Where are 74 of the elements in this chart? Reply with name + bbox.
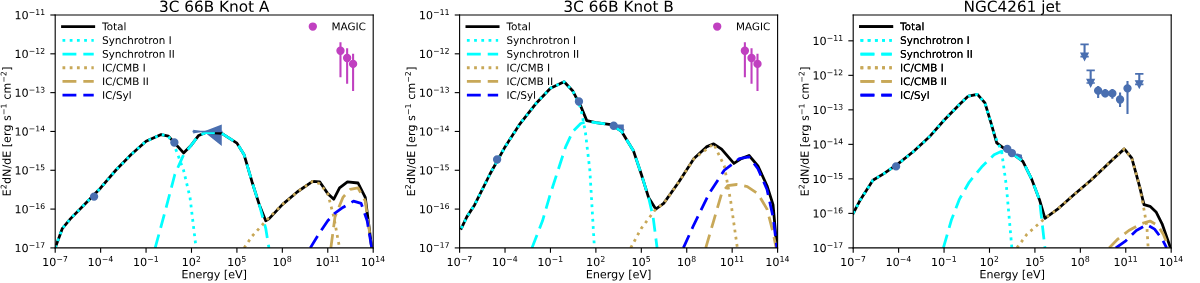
y-tick-label: 10$^{−15}$ (420, 164, 449, 175)
y-tick-label: 10$^{−16}$ (420, 203, 450, 214)
chart-title: NGC4261 jet (965, 0, 1061, 15)
x-axis-title: Energy [eV] (586, 269, 651, 281)
legend-label: Total (102, 22, 126, 31)
x-tick-label: 10$^{−1}$ (134, 256, 158, 267)
y-tick-label: 10$^{−12}$ (813, 69, 843, 80)
legend-label: Synchrotron I (507, 36, 576, 47)
y-tick-label: 10$^{−12}$ (15, 47, 45, 59)
x-tick-label: 10$^{−7}$ (841, 256, 866, 267)
x-tick-label: 10$^{−4}$ (886, 256, 911, 267)
x-axis-title: Energy [eV] (182, 269, 247, 281)
legend-label: Synchrotron II (507, 49, 579, 60)
y-axis-title: E$^{2}$dN/dE [erg s$^{−1}$ cm$^{−2}$] (0, 67, 13, 196)
x-tick-label: 10$^{14}$ (766, 256, 790, 267)
legend-label: IC/CMB I (901, 63, 943, 73)
y-tick-label: 10$^{−11}$ (15, 9, 45, 20)
x-tick-label: 10$^{14}$ (1160, 256, 1183, 267)
x-tick-label: 10$^{−1}$ (538, 256, 563, 267)
legend-label: MAGIC (736, 22, 770, 31)
x-tick-label: 10$^{11}$ (316, 256, 339, 267)
x-tick-label: 10$^{14}$ (362, 256, 385, 267)
legend-label: IC/CMB II (103, 77, 148, 87)
y-axis-title: E$^{2}$dN/dE [erg s$^{−1}$ cm$^{−2}$] (405, 67, 418, 196)
y-tick-label: 10$^{−11}$ (813, 35, 843, 46)
legend-label: MAGIC (332, 22, 366, 31)
legend-label: IC/CMB II (901, 77, 946, 87)
legend-label: IC/Syl (103, 90, 131, 102)
y-axis-title: E$^{2}$dN/dE [erg s$^{−1}$ cm$^{−2}$] (798, 67, 811, 196)
x-tick-label: 10$^{8}$ (273, 255, 292, 267)
chart-title: 3C 66B Knot B (564, 0, 673, 13)
x-tick-label: 10$^{−1}$ (932, 256, 956, 267)
x-tick-label: 10$^{2}$ (182, 255, 201, 267)
legend-label: Total (506, 22, 530, 31)
x-tick-label: 10$^{5}$ (228, 256, 246, 267)
x-tick-label: 10$^{11}$ (721, 256, 744, 267)
chart-title: 3C 66B Knot A (160, 0, 270, 13)
legend-label: IC/CMB I (103, 63, 145, 73)
x-axis-title: Energy [eV] (980, 269, 1045, 281)
y-tick-label: 10$^{−14}$ (420, 125, 450, 136)
legend-label: Synchrotron I (102, 36, 171, 47)
legend-label: IC/Syl (507, 90, 536, 102)
x-tick-label: 10$^{2}$ (980, 255, 999, 267)
y-tick-label: 10$^{−13}$ (813, 103, 843, 115)
x-tick-label: 10$^{8}$ (678, 255, 696, 267)
x-tick-label: 10$^{2}$ (587, 255, 605, 267)
y-tick-label: 10$^{−16}$ (813, 207, 843, 218)
y-tick-label: 10$^{−16}$ (15, 203, 45, 214)
x-tick-label: 10$^{5}$ (632, 256, 651, 267)
y-tick-label: 10$^{−17}$ (813, 242, 843, 253)
x-tick-label: 10$^{−4}$ (88, 256, 113, 267)
legend-label: IC/Syl (901, 90, 929, 102)
y-tick-label: 10$^{−13}$ (420, 86, 449, 97)
x-tick-label: 10$^{11}$ (1114, 256, 1137, 267)
y-tick-label: 10$^{−14}$ (15, 125, 45, 136)
x-tick-label: 10$^{8}$ (1071, 255, 1090, 267)
y-tick-label: 10$^{−17}$ (15, 242, 45, 253)
y-tick-label: 10$^{−14}$ (813, 138, 843, 149)
legend-label: Synchrotron II (900, 49, 972, 60)
legend-label: IC/CMB II (507, 77, 553, 87)
legend-label: Synchrotron I (900, 36, 969, 47)
y-tick-label: 10$^{−15}$ (813, 173, 843, 184)
y-tick-label: 10$^{−17}$ (420, 242, 449, 253)
x-tick-label: 10$^{−7}$ (447, 256, 472, 267)
x-tick-label: 10$^{5}$ (1026, 256, 1044, 267)
y-tick-label: 10$^{−15}$ (15, 164, 45, 175)
y-tick-label: 10$^{−12}$ (420, 47, 449, 59)
y-tick-label: 10$^{−11}$ (420, 9, 449, 20)
legend-label: IC/CMB I (507, 63, 550, 73)
x-tick-label: 10$^{−7}$ (43, 256, 68, 267)
legend-label: Synchrotron II (102, 49, 174, 60)
legend-label: Total (900, 22, 924, 31)
x-tick-label: 10$^{−4}$ (493, 256, 518, 267)
y-tick-label: 10$^{−13}$ (15, 86, 45, 97)
